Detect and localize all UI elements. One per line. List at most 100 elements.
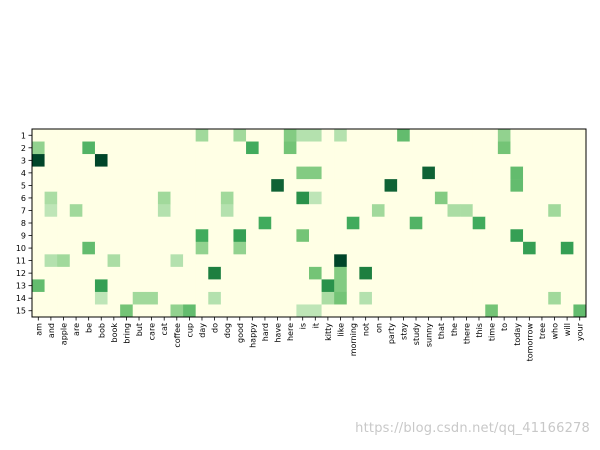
x-tick-label: be	[85, 323, 94, 333]
heatmap-cell	[283, 179, 297, 192]
heatmap-cell	[384, 166, 398, 180]
x-tick-label: but	[135, 323, 144, 336]
heatmap-cell	[434, 229, 448, 243]
heatmap-cell	[57, 291, 71, 305]
heatmap-cell	[246, 291, 259, 305]
heatmap-cell	[460, 241, 473, 255]
heatmap-cell	[447, 141, 461, 155]
heatmap-cell	[170, 204, 184, 218]
heatmap-cell	[32, 254, 45, 268]
heatmap-cell	[309, 241, 322, 255]
heatmap-cell	[510, 166, 524, 180]
heatmap-cell	[485, 229, 499, 243]
heatmap-cell	[321, 229, 335, 243]
y-tick-label: 15	[16, 307, 26, 316]
heatmap-cell	[296, 254, 310, 268]
heatmap-cell	[485, 191, 499, 205]
heatmap-cell	[132, 254, 146, 268]
heatmap-cell	[69, 304, 83, 318]
heatmap-cell	[384, 241, 398, 255]
heatmap-cell	[208, 204, 222, 218]
x-tick-label: it	[311, 323, 320, 328]
heatmap-cell	[183, 241, 196, 255]
heatmap-cell	[170, 279, 184, 293]
heatmap-cell	[510, 129, 524, 142]
heatmap-cell	[334, 229, 348, 243]
heatmap-cell	[560, 154, 574, 167]
heatmap-cells	[32, 129, 587, 318]
heatmap-cell	[44, 191, 58, 205]
heatmap-cell	[32, 191, 45, 205]
heatmap-cell	[460, 266, 473, 280]
heatmap-cell	[560, 129, 574, 142]
heatmap-cell	[283, 204, 297, 218]
heatmap-cell	[523, 216, 536, 230]
heatmap-cell	[132, 191, 146, 205]
heatmap-cell	[120, 266, 134, 280]
x-tick-label: sunny	[425, 323, 434, 347]
heatmap-cell	[82, 141, 96, 155]
heatmap-cell	[523, 166, 536, 180]
heatmap-cell	[120, 279, 134, 293]
heatmap-cell	[82, 279, 96, 293]
heatmap-cell	[170, 129, 184, 142]
heatmap-cell	[422, 179, 436, 192]
heatmap-cell	[409, 254, 423, 268]
heatmap-cell	[434, 179, 448, 192]
heatmap-cell	[321, 191, 335, 205]
heatmap-cell	[195, 166, 209, 180]
heatmap-cell	[409, 129, 423, 142]
heatmap-cell	[296, 266, 310, 280]
heatmap-cell	[94, 154, 108, 167]
heatmap-cell	[258, 191, 272, 205]
x-tick-label: hard	[261, 323, 270, 341]
heatmap-cell	[107, 166, 121, 180]
heatmap-cell	[346, 129, 360, 142]
heatmap-cell	[246, 141, 259, 155]
x-tick-label: on	[374, 323, 383, 333]
heatmap-cell	[334, 304, 348, 318]
heatmap-cell	[422, 154, 436, 167]
heatmap-cell	[321, 141, 335, 155]
heatmap-cell	[434, 191, 448, 205]
heatmap-cell	[120, 154, 134, 167]
heatmap-cell	[321, 266, 335, 280]
heatmap-cell	[145, 266, 159, 280]
heatmap-cell	[422, 229, 436, 243]
heatmap-cell	[535, 304, 549, 318]
heatmap-cell	[460, 291, 473, 305]
heatmap-cell	[321, 216, 335, 230]
y-tick-label: 8	[21, 219, 26, 228]
heatmap-cell	[170, 141, 184, 155]
heatmap-cell	[82, 179, 96, 192]
heatmap-cell	[535, 179, 549, 192]
heatmap-cell	[359, 254, 373, 268]
heatmap-cell	[94, 229, 108, 243]
heatmap-cell	[321, 204, 335, 218]
x-tick-label: the	[450, 323, 459, 336]
x-tick-label: day	[198, 323, 207, 338]
heatmap-cell	[44, 241, 58, 255]
heatmap-cell	[560, 229, 574, 243]
heatmap-cell	[258, 166, 272, 180]
heatmap-cell	[132, 241, 146, 255]
heatmap-cell	[497, 216, 511, 230]
heatmap-cell	[346, 254, 360, 268]
heatmap-cell	[346, 166, 360, 180]
heatmap-cell	[220, 154, 234, 167]
heatmap-cell	[32, 241, 45, 255]
heatmap-cell	[497, 304, 511, 318]
heatmap-cell	[183, 291, 196, 305]
heatmap-cell	[346, 216, 360, 230]
heatmap-cell	[120, 304, 134, 318]
heatmap-cell	[460, 191, 473, 205]
heatmap-cell	[434, 279, 448, 293]
heatmap-cell	[573, 279, 587, 293]
heatmap-cell	[69, 204, 83, 218]
heatmap-cell	[157, 266, 171, 280]
heatmap-cell	[510, 291, 524, 305]
heatmap-cell	[246, 229, 259, 243]
heatmap-cell	[472, 179, 486, 192]
heatmap-cell	[183, 204, 196, 218]
heatmap-cell	[422, 216, 436, 230]
